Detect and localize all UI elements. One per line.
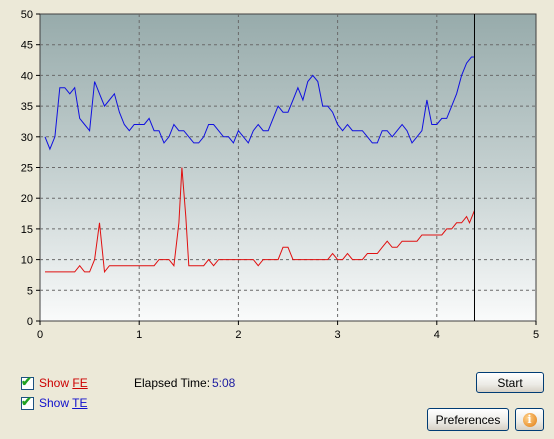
y-tick-label: 10 <box>21 255 33 267</box>
x-tick-label: 4 <box>434 329 440 341</box>
chart-panel: 0 5 10 15 20 25 30 35 40 45 50 0 1 2 3 4 5 <box>20 9 540 341</box>
te-series-line <box>44 56 475 151</box>
y-tick-label: 35 <box>21 101 33 113</box>
y-tick-label: 5 <box>27 285 33 297</box>
preferences-button[interactable]: Preferences <box>427 408 509 431</box>
show-fe-label[interactable]: Show FE <box>39 376 88 390</box>
elapsed-time-label: Elapsed Time: <box>134 376 211 390</box>
y-tick-label: 45 <box>21 40 33 52</box>
show-fe-check-box[interactable]: ✔ <box>21 373 34 390</box>
y-tick-label: 40 <box>21 70 33 82</box>
y-tick-label: 30 <box>21 132 33 144</box>
x-tick-label: 3 <box>335 329 341 341</box>
show-te-check-box[interactable]: ✔ <box>21 393 34 410</box>
x-tick-label: 1 <box>136 329 142 341</box>
show-te-label[interactable]: Show TE <box>39 396 88 410</box>
y-tick-label: 0 <box>27 316 33 328</box>
show-te-checkbox[interactable]: ✔ Show TE <box>21 393 88 410</box>
info-button[interactable]: i <box>515 408 544 431</box>
checkmark-icon: ✔ <box>21 393 32 409</box>
start-button[interactable]: Start <box>476 372 544 393</box>
checkmark-icon: ✔ <box>21 373 32 389</box>
show-fe-checkbox[interactable]: ✔ Show FE <box>21 373 88 390</box>
y-tick-label: 20 <box>21 193 33 205</box>
y-tick-label: 50 <box>21 9 33 21</box>
x-tick-label: 0 <box>37 329 43 341</box>
y-tick-label: 25 <box>21 163 33 175</box>
y-tick-label: 15 <box>21 224 33 236</box>
x-tick-label: 5 <box>533 329 539 341</box>
x-tick-label: 2 <box>235 329 241 341</box>
info-icon: i <box>522 412 537 427</box>
fe-series-line <box>45 167 475 274</box>
elapsed-time-value: 5:08 <box>212 376 236 390</box>
controls-panel: ✔ Show FE ✔ Show TE Elapsed Time: 5:08 <box>0 356 554 439</box>
